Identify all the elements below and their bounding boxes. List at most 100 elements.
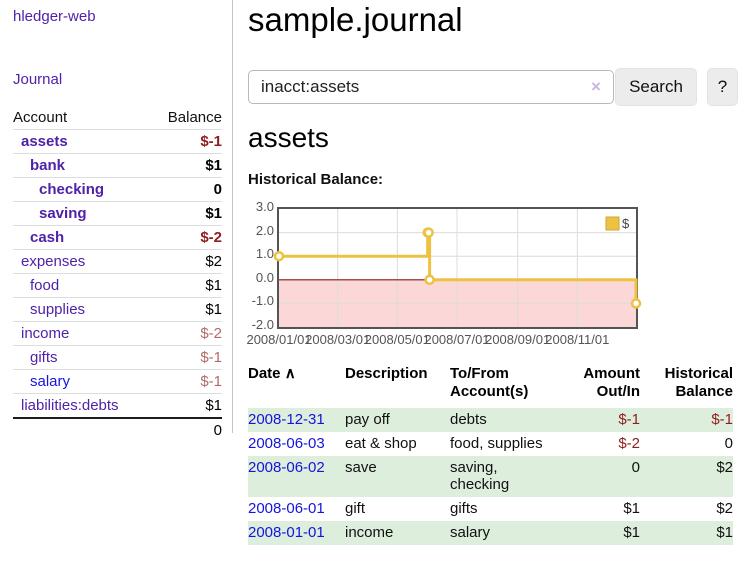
account-row: checking 0 bbox=[13, 177, 222, 202]
account-balance: $-1 bbox=[151, 345, 222, 370]
transaction-description: eat & shop bbox=[345, 435, 417, 452]
accounts-total-balance: 0 bbox=[151, 417, 222, 442]
sidebar-item-journal[interactable]: Journal bbox=[13, 71, 63, 88]
accounts-header-account: Account bbox=[13, 109, 68, 126]
transaction-accounts: gifts bbox=[450, 500, 478, 517]
register-header-amount: Amount Out/In bbox=[583, 365, 640, 400]
y-axis-tick-label: 0.0 bbox=[255, 269, 274, 285]
register-row: 2008-06-02 save saving, checking 0 $2 bbox=[248, 456, 733, 497]
account-balance: $-2 bbox=[151, 321, 222, 346]
sidebar-account-link[interactable]: checking bbox=[39, 181, 105, 198]
register-header-date[interactable]: Date ∧ bbox=[248, 365, 296, 382]
transaction-amount: $1 bbox=[623, 524, 640, 541]
page-title: sample.journal bbox=[248, 1, 463, 38]
transaction-description: save bbox=[345, 459, 377, 476]
account-balance: $-2 bbox=[151, 225, 222, 250]
transaction-date-cell: 2008-06-03 bbox=[248, 432, 345, 456]
chart-marker bbox=[630, 298, 642, 309]
x-axis-tick-label: 2008/11/01 bbox=[545, 332, 610, 347]
register-header-description: Description bbox=[345, 365, 428, 382]
search-button[interactable]: Search bbox=[615, 68, 697, 106]
legend-label: $ bbox=[622, 216, 630, 231]
account-balance: 0 bbox=[151, 177, 222, 202]
x-axis-tick-label: 2008/03/01 bbox=[305, 332, 371, 347]
chart-svg: $ bbox=[273, 209, 642, 327]
sidebar-account-link[interactable]: gifts bbox=[30, 349, 58, 366]
y-axis-tick-label: -1.0 bbox=[251, 293, 274, 309]
search-form: × Search ? bbox=[248, 68, 742, 106]
account-heading: assets bbox=[248, 122, 329, 153]
sidebar-account-link[interactable]: income bbox=[21, 325, 70, 342]
transaction-amount: 0 bbox=[631, 459, 640, 476]
transaction-date-link[interactable]: 2008-12-31 bbox=[248, 411, 325, 428]
transaction-description: income bbox=[345, 524, 394, 541]
account-row: income $-2 bbox=[13, 321, 222, 346]
sidebar-account-link[interactable]: assets bbox=[21, 133, 68, 150]
account-row: assets $-1 bbox=[13, 129, 222, 154]
transaction-balance: $1 bbox=[716, 524, 733, 541]
register-table: Date ∧ Description To/From Account(s) Am… bbox=[248, 362, 733, 545]
transaction-accounts: saving, checking bbox=[450, 459, 510, 493]
transaction-date-link[interactable]: 2008-06-03 bbox=[248, 435, 325, 452]
transaction-amount: $-2 bbox=[618, 435, 640, 452]
transaction-date-cell: 2008-12-31 bbox=[248, 408, 345, 432]
search-input[interactable] bbox=[248, 70, 614, 104]
account-balance: $1 bbox=[151, 297, 222, 322]
account-balance: $1 bbox=[151, 201, 222, 226]
transaction-accounts: salary bbox=[450, 524, 491, 541]
transaction-accounts: debts bbox=[450, 411, 487, 428]
sidebar-account-link[interactable]: liabilities:debts bbox=[21, 397, 119, 414]
y-axis-tick-label: -2.0 bbox=[251, 317, 274, 332]
transaction-description: gift bbox=[345, 500, 366, 517]
account-balance: $1 bbox=[151, 273, 222, 298]
transaction-date-link[interactable]: 2008-01-01 bbox=[248, 524, 325, 541]
chart-marker bbox=[423, 227, 434, 238]
x-axis-tick-label: 2008/01/01 bbox=[246, 332, 312, 347]
sidebar-account-link[interactable]: expenses bbox=[21, 253, 86, 270]
account-row: salary $-1 bbox=[13, 369, 222, 394]
register-table-body: 2008-12-31 pay off debts $-1 $-1 2008-06-03 ea… bbox=[248, 408, 733, 545]
transaction-date-cell: 2008-06-02 bbox=[248, 456, 345, 497]
sidebar-account-link[interactable]: bank bbox=[30, 157, 66, 174]
transaction-date-link[interactable]: 2008-06-01 bbox=[248, 500, 325, 517]
account-balance: $1 bbox=[151, 393, 222, 418]
chart-marker bbox=[273, 250, 285, 262]
account-balance: $-1 bbox=[151, 129, 222, 154]
account-row: liabilities:debts $1 bbox=[13, 393, 222, 418]
legend-swatch bbox=[605, 216, 620, 231]
account-balance: $-1 bbox=[151, 369, 222, 394]
main-content: sample.journal × Search ? assets Histori… bbox=[246, 0, 742, 582]
transaction-amount: $1 bbox=[623, 500, 640, 517]
account-row: food $1 bbox=[13, 273, 222, 298]
transaction-balance: 0 bbox=[724, 435, 733, 452]
y-axis-tick-label: 1.0 bbox=[255, 246, 274, 262]
sidebar-account-link[interactable]: cash bbox=[30, 229, 65, 246]
register-row: 2008-06-01 gift gifts $1 $2 bbox=[248, 497, 733, 521]
transaction-balance: $2 bbox=[716, 500, 733, 517]
sidebar-account-link[interactable]: food bbox=[30, 277, 60, 294]
y-axis-tick-label: 3.0 bbox=[255, 199, 274, 214]
account-row: bank $1 bbox=[13, 153, 222, 178]
clear-search-icon[interactable]: × bbox=[591, 77, 601, 96]
app-title-link[interactable]: hledger-web bbox=[13, 8, 96, 25]
y-axis-tick-label: 2.0 bbox=[255, 222, 274, 238]
historical-balance-chart: $ 3.0 2.0 1.0 0.0 -1.0 -2.0 2008/01/01 2008/03/… bbox=[246, 199, 742, 352]
accounts-header-balance: Balance bbox=[167, 109, 222, 126]
account-row: gifts $-1 bbox=[13, 345, 222, 370]
chart-plot-area: $ bbox=[273, 207, 642, 329]
account-row: supplies $1 bbox=[13, 297, 222, 322]
accounts-table: Account Balance assets $-1 bank $1 checking 0… bbox=[13, 106, 222, 442]
accounts-total-row: 0 bbox=[13, 417, 222, 442]
transaction-date-link[interactable]: 2008-06-02 bbox=[248, 459, 325, 476]
transaction-amount: $-1 bbox=[618, 411, 640, 428]
register-row: 2008-01-01 income salary $1 $1 bbox=[248, 521, 733, 545]
sidebar-account-link[interactable]: supplies bbox=[30, 301, 86, 318]
account-balance: $1 bbox=[151, 153, 222, 178]
help-button[interactable]: ? bbox=[707, 68, 738, 106]
register-row: 2008-12-31 pay off debts $-1 $-1 bbox=[248, 408, 733, 432]
sidebar-account-link[interactable]: saving bbox=[39, 205, 87, 222]
register-header-accounts: To/From Account(s) bbox=[450, 365, 529, 400]
x-axis-tick-label: 2008/07/01 bbox=[424, 332, 490, 347]
sidebar-account-link[interactable]: salary bbox=[30, 373, 71, 390]
x-axis-tick-label: 2008/09/01 bbox=[485, 332, 551, 347]
